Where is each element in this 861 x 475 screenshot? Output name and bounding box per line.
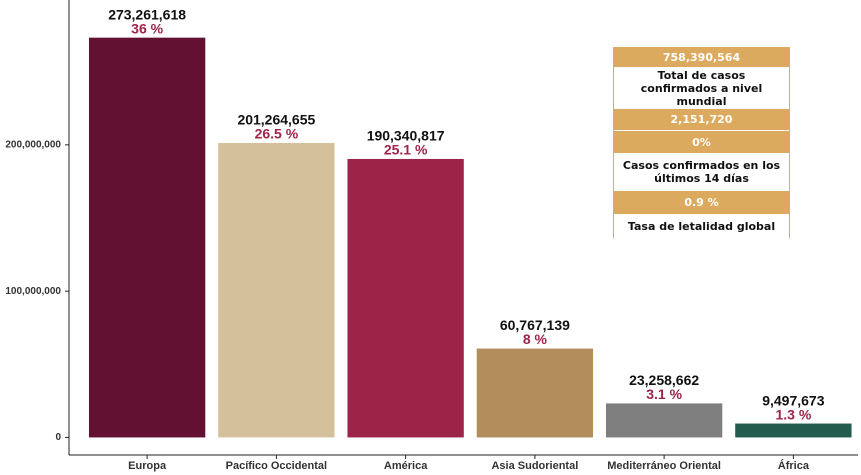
y-tick-label: 0 <box>55 432 61 443</box>
value-label: 273,261,618 <box>108 6 186 22</box>
info-value: 2,151,720 <box>614 109 789 131</box>
y-tick-label: 200,000,000 <box>5 139 61 150</box>
info-label: Casos confirmados en los últimos 14 días <box>614 153 789 191</box>
value-label: 190,340,817 <box>367 128 445 144</box>
x-tick-label: Europa <box>128 460 167 472</box>
bar <box>218 142 335 438</box>
value-label: 23,258,662 <box>629 372 699 388</box>
x-tick-label: África <box>778 459 810 472</box>
value-label: 9,497,673 <box>762 392 824 408</box>
info-value: 0% <box>614 131 789 153</box>
bar <box>88 37 206 438</box>
bar <box>735 423 852 438</box>
y-tick-label: 100,000,000 <box>5 286 61 297</box>
info-label: Tasa de letalidad global <box>614 214 789 238</box>
info-label: Total de casos confirmados a nivel mundi… <box>614 67 789 109</box>
info-box: 758,390,564 Total de casos confirmados a… <box>613 47 790 238</box>
share-label: 26.5 % <box>255 126 299 142</box>
share-label: 3.1 % <box>646 386 682 402</box>
value-label: 60,767,139 <box>500 317 570 333</box>
info-value: 758,390,564 <box>614 48 789 67</box>
share-label: 1.3 % <box>775 406 811 422</box>
info-value: 0.9 % <box>614 191 789 214</box>
share-label: 25.1 % <box>384 142 428 158</box>
x-tick-label: Mediterráneo Oriental <box>607 460 721 472</box>
bar <box>347 158 464 438</box>
share-label: 36 % <box>131 20 163 36</box>
bar <box>605 403 723 438</box>
x-tick-label: Pacífico Occidental <box>226 460 327 472</box>
x-tick-label: Asia Sudoriental <box>491 460 578 472</box>
bar <box>476 348 594 438</box>
x-tick-label: América <box>384 460 428 472</box>
share-label: 8 % <box>523 331 548 347</box>
value-label: 201,264,655 <box>237 112 315 128</box>
